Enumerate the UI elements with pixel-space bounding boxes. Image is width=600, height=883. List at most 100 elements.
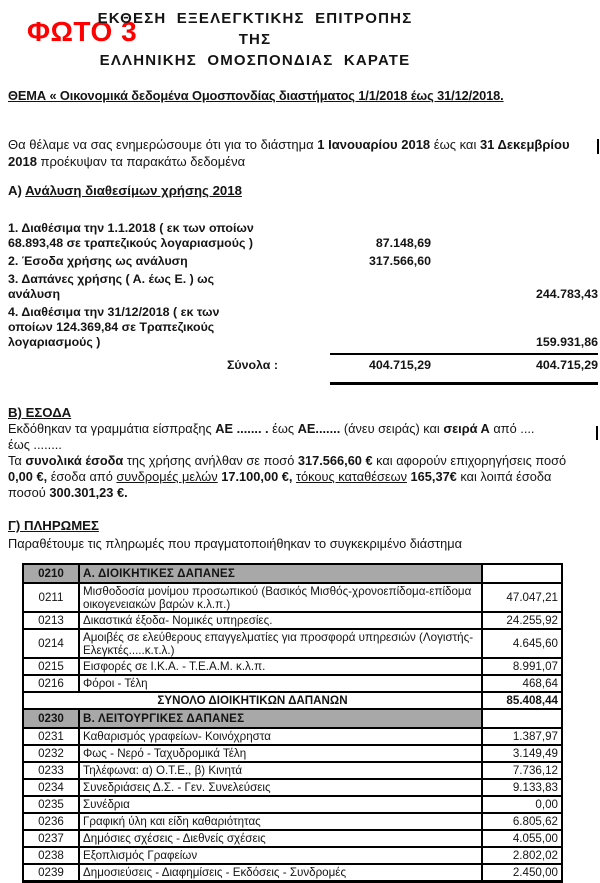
payments-desc-cell: Εισφορές σε Ι.Κ.Α. - Τ.Ε.Α.Μ. κ.λ.π. — [78, 657, 483, 676]
payments-desc-cell: Καθαρισμός γραφείων- Κοινόχρηστα — [78, 727, 483, 746]
funds-row-value-col2: 159.931,86 — [535, 335, 598, 349]
payments-code-cell: 0211 — [22, 582, 80, 613]
text-segment: Εκδόθηκαν τα γραμμάτια είσπραξης — [8, 421, 216, 436]
section-c-heading: Γ) ΠΛΗΡΩΜΕΣ — [8, 518, 99, 533]
text-segment: 17.100,00 €, — [221, 469, 293, 484]
text-segment: σειρά Α — [443, 421, 490, 436]
payments-amount-cell: 2.450,00 — [481, 863, 563, 882]
text-segment: προέκυψαν τα παρακάτω δεδομένα — [36, 154, 246, 169]
text-segment: 317.566,60 € — [297, 453, 373, 468]
payments-amount-cell: 0,00 — [481, 795, 563, 814]
payments-table-row: 0238 Εξοπλισμός Γραφείων 2.802,02 — [22, 846, 563, 865]
funds-row-label-line: 2. Έσοδα χρήσης ως ανάλυση — [8, 254, 188, 268]
section-b-heading: Β) ΕΣΟΔΑ — [8, 405, 71, 420]
payments-code-cell: 0216 — [22, 674, 80, 693]
payments-table-row: 0230 Β. ΛΕΙΤΟΥΡΓΙΚΕΣ ΔΑΠΑΝΕΣ — [22, 708, 563, 729]
text-segment: συνδρομές μελών — [116, 469, 218, 484]
payments-code-cell: 0237 — [22, 829, 80, 848]
payments-intro-line: Παραθέτουμε τις πληρωμές που πραγματοποι… — [8, 536, 462, 551]
payments-desc-cell: Αμοιβές σε ελεύθερους επαγγελματίες για … — [78, 628, 483, 659]
payments-desc-cell: Δημόσιες σχέσεις - Διεθνείς σχέσεις — [78, 829, 483, 848]
text-segment: και αφορούν επιχορηγήσεις ποσό — [372, 453, 567, 468]
funds-row: 2. Έσοδα χρήσης ως ανάλυση 317.566,60 — [8, 254, 598, 269]
funds-row-value-col1: 317.566,60 — [368, 254, 431, 268]
payments-amount-cell: 1.387,97 — [481, 727, 563, 746]
report-title: ΕΚΘΕΣΗ ΕΞΕΛΕΓΚΤΙΚΗΣ ΕΠΙΤΡΟΠΗΣ ΤΗΣ ΕΛΛΗΝΙ… — [80, 8, 430, 71]
payments-desc-cell: Α. ΔΙΟΙΚΗΤΙΚΕΣ ΔΑΠΑΝΕΣ — [78, 563, 483, 584]
payments-table-row: 0235 Συνέδρια 0,00 — [22, 795, 563, 814]
section-a-title: Ανάλυση διαθεσίμων χρήσης 2018 — [25, 183, 242, 198]
payments-code-cell: 0234 — [22, 778, 80, 797]
report-title-line3: ΕΛΛΗΝΙΚΗΣ ΟΜΟΣΠΟΝΔΙΑΣ ΚΑΡΑΤΕ — [99, 52, 411, 69]
payments-desc-cell: Εξοπλισμός Γραφείων — [78, 846, 483, 865]
payments-table-row: 0210 Α. ΔΙΟΙΚΗΤΙΚΕΣ ΔΑΠΑΝΕΣ — [22, 563, 563, 584]
payments-table-row: 0213 Δικαστικά έξοδα- Νομικές υπηρεσίες. 2… — [22, 611, 563, 630]
payments-amount-cell — [481, 708, 563, 729]
payments-code-cell: 0233 — [22, 761, 80, 780]
payments-table-row: 0233 Τηλέφωνα: α) Ο.Τ.Ε., β) Κινητά 7.736,… — [22, 761, 563, 780]
funds-row-label: 3. Δαπάνες χρήσης ( Α. έως Ε. ) ως ανάλυσ… — [8, 272, 330, 302]
subject-line: ΘΕΜΑ « Οικονομικά δεδομένα Ομοσπονδίας δ… — [8, 88, 600, 103]
funds-row-label-line: 68.893,48 σε τραπεζικούς λογαριασμούς ) — [8, 236, 253, 250]
totals-value-col1: 404.715,29 — [368, 358, 431, 372]
funds-rows: 1. Διαθέσιμα την 1.1.2018 ( εκ των οποίω… — [8, 221, 598, 350]
payments-desc-cell: Συνεδριάσεις Δ.Σ. - Γεν. Συνελεύσεις — [78, 778, 483, 797]
text-segment: συνολικά έσοδα — [25, 453, 124, 468]
funds-row: 4. Διαθέσιμα την 31/12/2018 ( εκ των οποί… — [8, 305, 598, 350]
funds-row-label: 2. Έσοδα χρήσης ως ανάλυση — [8, 254, 330, 269]
payments-table-row: 0231 Καθαρισμός γραφείων- Κοινόχρηστα 1.38… — [22, 727, 563, 746]
text-segment: τόκους καταθέσεων — [296, 469, 407, 484]
funds-row-label-line: 3. Δαπάνες χρήσης ( Α. έως Ε. ) ως — [8, 272, 215, 286]
funds-row: 1. Διαθέσιμα την 1.1.2018 ( εκ των οποίω… — [8, 221, 598, 251]
payments-code-cell: 0210 — [22, 563, 80, 584]
totals-rule-top — [330, 353, 598, 355]
intro-line: Θα θέλαμε να σας ενημερώσουμε ότι για το… — [8, 136, 600, 153]
funds-row-label-line: 1. Διαθέσιμα την 1.1.2018 ( εκ των οποίω… — [8, 221, 254, 235]
income-line: ποσού 300.301,23 €. — [8, 485, 600, 501]
payments-code-cell: 0236 — [22, 812, 80, 831]
payments-table-row: 0216 Φόροι - Τέλη 468,64 — [22, 674, 563, 693]
text-segment: 31 Δεκεμβρίου — [479, 137, 570, 152]
funds-row-value-col1: 87.148,69 — [375, 236, 431, 250]
payments-desc-cell: Δικαστικά έξοδα- Νομικές υπηρεσίες. — [78, 611, 483, 630]
payments-code-cell: 0239 — [22, 863, 80, 882]
payments-desc-cell: Μισθοδοσία μονίμου προσωπικού (Βασικός Μ… — [78, 582, 483, 613]
text-segment: 165,37€ — [410, 469, 457, 484]
payments-amount-cell: 47.047,21 — [481, 582, 563, 613]
totals-rule-bottom — [330, 382, 598, 385]
text-segment: έσοδα από — [47, 469, 117, 484]
text-segment: Θα θέλαμε να σας ενημερώσουμε ότι για το… — [8, 137, 318, 152]
text-segment: 1 Ιανουαρίου 2018 — [317, 137, 431, 152]
text-segment: ΑΕ....... — [297, 421, 341, 436]
payments-code-cell: 0215 — [22, 657, 80, 676]
text-segment: 2018 — [8, 154, 37, 169]
payments-amount-cell: 4.645,60 — [481, 628, 563, 659]
report-title-line1: ΕΚΘΕΣΗ ΕΞΕΛΕΓΚΤΙΚΗΣ ΕΠΙΤΡΟΠΗΣ — [97, 10, 413, 27]
funds-row-label: 4. Διαθέσιμα την 31/12/2018 ( εκ των οποί… — [8, 305, 330, 350]
scan-margin-artifact — [597, 139, 599, 154]
payments-desc-cell: Φως - Νερό - Ταχυδρομικά Τέλη — [78, 744, 483, 763]
section-b-title: Β) ΕΣΟΔΑ — [8, 405, 72, 420]
totals-label: Σύνολα : — [226, 358, 278, 372]
payments-amount-cell: 468,64 — [481, 674, 563, 693]
funds-row-label-line: 4. Διαθέσιμα την 31/12/2018 ( εκ των — [8, 305, 220, 319]
text-segment: από .... — [489, 421, 535, 436]
payments-table-row: 0215 Εισφορές σε Ι.Κ.Α. - Τ.Ε.Α.Μ. κ.λ.π.… — [22, 657, 563, 676]
income-line: 0,00 €, έσοδα από συνδρομές μελών 17.100… — [8, 469, 600, 485]
funds-row-label-line: λογαριασμούς ) — [8, 335, 101, 349]
payments-amount-cell: 6.805,62 — [481, 812, 563, 831]
payments-amount-cell: 2.802,02 — [481, 846, 563, 865]
intro-line: 2018 προέκυψαν τα παρακάτω δεδομένα — [8, 153, 600, 170]
payments-code-cell: 0214 — [22, 628, 80, 659]
payments-code-cell: 0238 — [22, 846, 80, 865]
payments-code-cell: 0235 — [22, 795, 80, 814]
payments-table-row: 0211 Μισθοδοσία μονίμου προσωπικού (Βασικ… — [22, 582, 563, 613]
payments-desc-cell: Τηλέφωνα: α) Ο.Τ.Ε., β) Κινητά — [78, 761, 483, 780]
payments-desc-cell: Δημοσιεύσεις - Διαφημίσεις - Εκδόσεις - … — [78, 863, 483, 882]
payments-amount-cell: 7.736,12 — [481, 761, 563, 780]
payments-amount-cell: 9.133,83 — [481, 778, 563, 797]
section-a-heading: Α) Ανάλυση διαθεσίμων χρήσης 2018 — [8, 183, 242, 198]
text-segment: 0,00 €, — [8, 469, 48, 484]
payments-desc-cell: Β. ΛΕΙΤΟΥΡΓΙΚΕΣ ΔΑΠΑΝΕΣ — [78, 708, 483, 729]
